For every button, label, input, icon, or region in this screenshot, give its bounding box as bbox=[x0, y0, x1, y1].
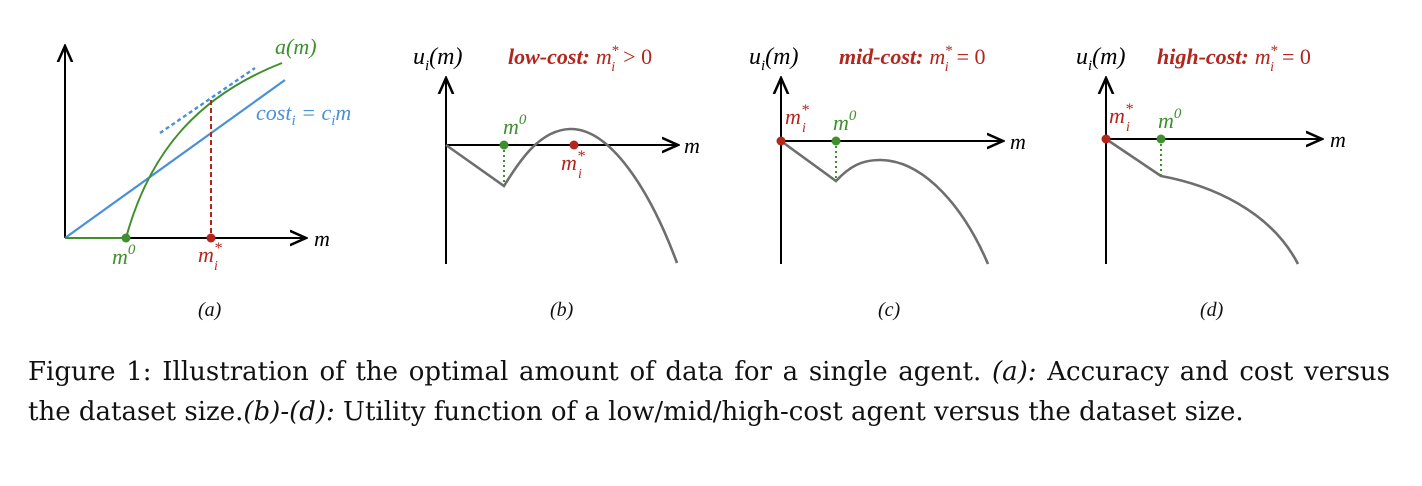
panel-c-m0-point bbox=[831, 136, 841, 146]
panel-d-utility-curve bbox=[1105, 137, 1300, 265]
panel-b: ui(m) low-cost: m* i > 0 m m0 m* i (b) bbox=[413, 43, 700, 321]
panel-a-label: (a) bbox=[198, 299, 222, 321]
panel-a-m0-label: m0 bbox=[112, 242, 136, 269]
panel-b-regime-label: low-cost: m* i > 0 bbox=[508, 43, 652, 75]
caption-bd-tag: (b)-(d): bbox=[243, 397, 335, 427]
panel-a-accuracy-curve bbox=[65, 62, 283, 239]
panel-d-regime-label: high-cost: m* i = 0 bbox=[1157, 43, 1311, 75]
panel-c-utility-curve bbox=[780, 139, 990, 265]
panel-d-y-label: ui(m) bbox=[1076, 44, 1126, 74]
panel-d-mstar-label: m* i bbox=[1109, 101, 1133, 135]
panel-b-y-label: ui(m) bbox=[413, 44, 463, 74]
panel-a: a(m) costi = cim m m0 m* i (a) bbox=[65, 34, 351, 321]
panel-c-label: (c) bbox=[878, 299, 901, 321]
panel-c-regime-label: mid-cost: m* i = 0 bbox=[839, 43, 986, 75]
panel-a-tangent-line bbox=[159, 67, 256, 134]
panel-d-x-label: m bbox=[1330, 127, 1346, 152]
panel-c: ui(m) mid-cost: m* i = 0 m m0 m* i (c) bbox=[749, 43, 1026, 321]
panel-a-cost-label: costi = cim bbox=[256, 100, 351, 129]
panel-d-label: (d) bbox=[1200, 299, 1224, 321]
caption-a-text: Accuracy and cost versus the dataset siz… bbox=[28, 357, 1390, 427]
figure-1: a(m) costi = cim m m0 m* i (a) ui(m) low-… bbox=[0, 34, 1346, 321]
panel-a-curve-label: a(m) bbox=[275, 34, 317, 59]
caption-bd-text: Utility function of a low/mid/high-cost … bbox=[334, 397, 1244, 427]
panel-b-m0-label: m0 bbox=[503, 112, 527, 139]
panel-b-x-label: m bbox=[684, 133, 700, 158]
panel-b-mstar-point bbox=[569, 140, 579, 150]
panel-c-m0-label: m0 bbox=[833, 108, 857, 135]
panel-c-mstar-label: m* i bbox=[785, 102, 809, 136]
panel-b-utility-curve bbox=[445, 127, 679, 264]
panel-c-y-label: ui(m) bbox=[749, 44, 799, 74]
caption-prefix: Figure 1: Illustration of the optimal am… bbox=[28, 357, 992, 387]
panel-b-label: (b) bbox=[550, 299, 574, 321]
panel-d-m0-label: m0 bbox=[1158, 106, 1182, 133]
panel-a-cost-line bbox=[64, 79, 286, 239]
caption-a-tag: (a): bbox=[991, 357, 1037, 387]
panel-a-x-label: m bbox=[314, 226, 330, 251]
panel-d: ui(m) high-cost: m* i = 0 m m0 m* i (d) bbox=[1076, 43, 1346, 321]
panel-c-x-label: m bbox=[1010, 129, 1026, 154]
panel-b-mstar-label: m* i bbox=[561, 148, 585, 182]
figure-caption: Figure 1: Illustration of the optimal am… bbox=[28, 352, 1390, 432]
panel-a-mstar-point bbox=[206, 233, 216, 243]
panel-d-m0-point bbox=[1156, 134, 1166, 144]
panel-a-m0-point bbox=[121, 233, 131, 243]
panel-a-mstar-label: m* i bbox=[198, 240, 222, 274]
panel-d-mstar-point bbox=[1101, 134, 1111, 144]
panel-b-m0-point bbox=[499, 140, 509, 150]
panel-c-mstar-point bbox=[776, 136, 786, 146]
